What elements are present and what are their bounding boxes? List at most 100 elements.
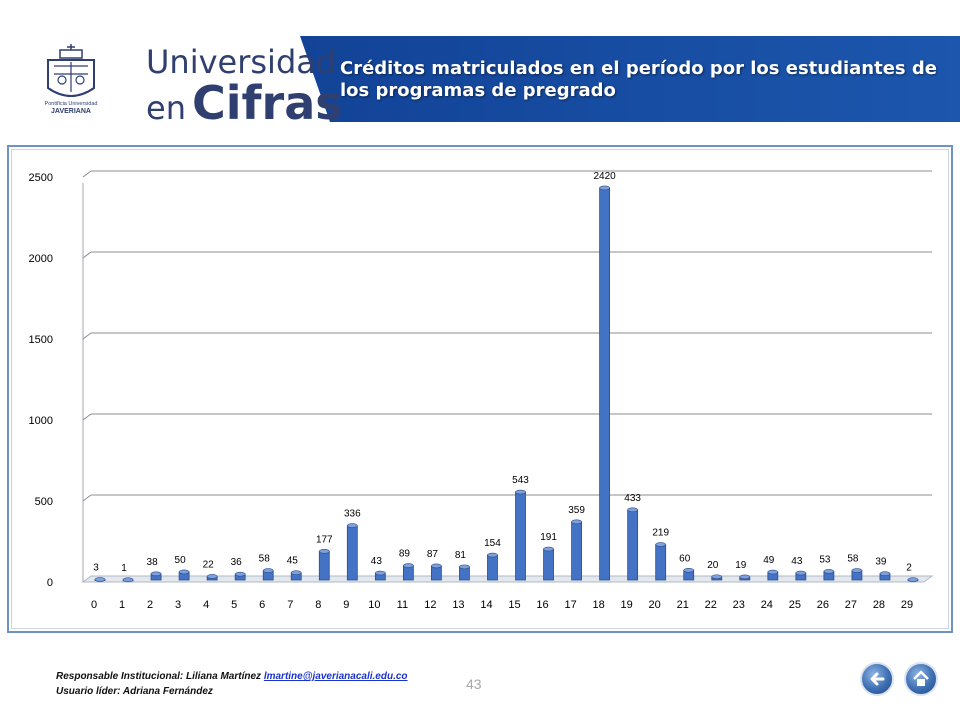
- data-label: 43: [371, 556, 383, 567]
- bar: [515, 489, 526, 581]
- x-tick-label: 2: [147, 599, 153, 611]
- bar-top: [571, 519, 582, 525]
- x-tick-label: 6: [259, 599, 265, 611]
- x-tick-label: 17: [564, 599, 576, 611]
- x-tick-label: 19: [621, 599, 633, 611]
- bar: [374, 570, 386, 581]
- x-tick-label: 22: [705, 599, 717, 611]
- data-label: 177: [316, 534, 333, 545]
- x-tick-label: 28: [873, 599, 885, 611]
- bar: [907, 577, 919, 582]
- data-label: 87: [427, 549, 439, 560]
- x-tick-label: 12: [424, 599, 436, 611]
- gridline-diag: [82, 413, 92, 421]
- bar: [402, 563, 414, 581]
- bar-top: [94, 577, 106, 582]
- gridline-diag: [82, 170, 92, 178]
- gridline-diag: [82, 251, 92, 259]
- data-label: 191: [540, 532, 557, 543]
- data-label: 219: [652, 528, 669, 539]
- bar-top: [683, 567, 695, 573]
- bar-top: [515, 489, 526, 495]
- svg-text:JAVERIANA: JAVERIANA: [51, 108, 91, 115]
- data-label: 38: [147, 557, 159, 568]
- responsable-email-link[interactable]: lmartine@javerianacali.edu.co: [263, 671, 408, 682]
- data-label: 58: [847, 554, 859, 565]
- bar: [851, 568, 863, 581]
- bar-top: [262, 568, 274, 573]
- y-tick-label: 500: [35, 496, 53, 508]
- x-tick-label: 26: [817, 599, 829, 611]
- data-label: 1: [121, 563, 127, 574]
- bar-top: [347, 523, 358, 528]
- bar-top: [318, 549, 330, 554]
- x-tick-label: 1: [119, 599, 125, 611]
- data-label: 543: [512, 475, 529, 486]
- data-label: 3: [93, 563, 99, 574]
- bar-body: [318, 550, 330, 581]
- chart-area: 0 500 1000 1500 2000 2500 3 0 1 1 38 2 50 3 22 4 36 5 58 6 4…: [11, 149, 949, 629]
- bar-top: [178, 569, 190, 575]
- data-label: 45: [287, 556, 299, 567]
- data-label: 359: [568, 505, 585, 516]
- bar: [627, 507, 639, 581]
- data-label: 336: [344, 509, 361, 520]
- x-tick-label: 21: [677, 599, 689, 611]
- bar-top: [150, 571, 162, 577]
- brand-universidad: Universidad: [146, 43, 337, 81]
- data-label: 19: [735, 560, 747, 571]
- data-label: 36: [231, 557, 243, 568]
- x-tick-label: 20: [649, 599, 661, 611]
- bar-top: [599, 185, 610, 191]
- bar: [150, 571, 162, 581]
- svg-text:Pontificia Universidad: Pontificia Universidad: [45, 101, 98, 107]
- x-tick-label: 16: [536, 599, 548, 611]
- data-label: 433: [624, 493, 641, 504]
- back-button[interactable]: [860, 662, 894, 696]
- y-tick-label: 1000: [29, 415, 53, 427]
- data-label: 49: [763, 555, 775, 566]
- bar-top: [403, 563, 414, 568]
- arrow-left-icon: [870, 672, 885, 686]
- bar: [206, 574, 218, 581]
- bar-top: [290, 570, 302, 576]
- data-label: 2420: [593, 171, 616, 182]
- bar-body: [627, 509, 639, 581]
- x-tick-label: 5: [231, 599, 237, 611]
- bar: [234, 571, 246, 581]
- data-label: 89: [399, 549, 411, 560]
- data-label: 53: [819, 554, 831, 565]
- bar: [290, 570, 302, 581]
- x-tick-label: 29: [901, 599, 913, 611]
- bar: [795, 570, 807, 581]
- page-number: 43: [466, 676, 482, 692]
- gridline-diag: [82, 494, 92, 502]
- x-tick-label: 27: [845, 599, 857, 611]
- data-label: 60: [679, 553, 691, 564]
- x-tick-label: 7: [287, 599, 293, 611]
- y-tick-label: 1500: [29, 334, 53, 346]
- x-tick-label: 25: [789, 599, 801, 611]
- home-button[interactable]: [904, 662, 938, 696]
- x-tick-label: 8: [315, 599, 321, 611]
- bar: [431, 563, 442, 581]
- bar: [543, 546, 554, 581]
- bar: [318, 549, 330, 581]
- bar-top: [234, 571, 246, 577]
- bar-body: [515, 491, 526, 581]
- bar-top: [206, 574, 218, 579]
- bar: [655, 542, 667, 581]
- data-label: 58: [259, 554, 271, 565]
- data-label: 2: [906, 563, 912, 574]
- home-icon: [913, 670, 929, 686]
- bar-top: [655, 542, 666, 547]
- bar-body: [543, 548, 554, 581]
- bar-body: [655, 544, 667, 581]
- footer-lider: Usuario líder: Adriana Fernández: [56, 686, 213, 697]
- data-label: 50: [175, 555, 187, 566]
- responsable-label: Responsable Institucional: Liliana Martí…: [56, 671, 262, 682]
- x-tick-label: 23: [733, 599, 745, 611]
- university-crest-logo: Pontificia Universidad JAVERIANA: [45, 44, 98, 115]
- x-tick-label: 14: [480, 599, 492, 611]
- x-tick-label: 15: [508, 599, 520, 611]
